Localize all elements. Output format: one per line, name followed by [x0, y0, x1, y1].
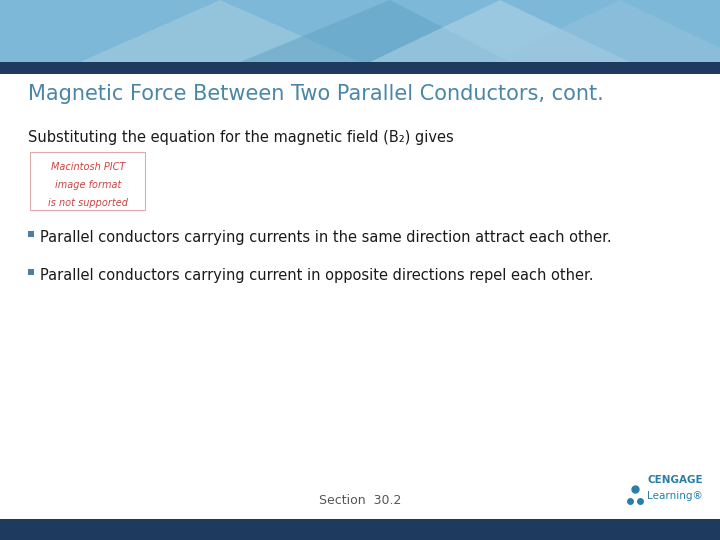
Text: Parallel conductors carrying current in opposite directions repel each other.: Parallel conductors carrying current in … [40, 268, 593, 283]
Bar [28, 231, 34, 237]
Polygon shape [80, 0, 360, 62]
Bar [0, 62, 720, 74]
Text: Section  30.2: Section 30.2 [319, 495, 401, 508]
Polygon shape [240, 0, 510, 62]
Bar [0, 0, 720, 62]
Bar [28, 269, 34, 275]
Text: Magnetic Force Between Two Parallel Conductors, cont.: Magnetic Force Between Two Parallel Cond… [28, 84, 604, 104]
Text: Substituting the equation for the magnetic field (B₂) gives: Substituting the equation for the magnet… [28, 130, 454, 145]
Text: image format: image format [55, 180, 121, 190]
Polygon shape [370, 0, 630, 62]
Text: is not supported: is not supported [48, 198, 128, 208]
Text: Learning®: Learning® [647, 491, 703, 502]
Text: Macintosh PICT: Macintosh PICT [51, 162, 125, 172]
Bar [30, 152, 145, 210]
Bar [0, 519, 720, 540]
Text: CENGAGE: CENGAGE [647, 476, 703, 485]
Polygon shape [490, 0, 720, 62]
Text: Parallel conductors carrying currents in the same direction attract each other.: Parallel conductors carrying currents in… [40, 230, 611, 245]
